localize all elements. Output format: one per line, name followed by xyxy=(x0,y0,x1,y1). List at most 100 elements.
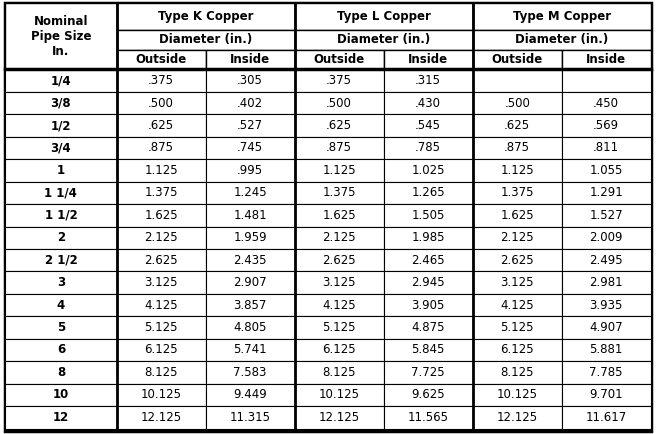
Bar xyxy=(562,92,651,114)
Text: .875: .875 xyxy=(148,141,174,155)
Text: .811: .811 xyxy=(593,141,619,155)
Text: .625: .625 xyxy=(326,119,352,132)
Bar xyxy=(295,249,384,271)
Text: 2.125: 2.125 xyxy=(501,231,534,244)
Text: .315: .315 xyxy=(415,74,441,87)
Text: 4.805: 4.805 xyxy=(234,321,267,334)
Text: 4: 4 xyxy=(57,299,65,312)
Text: 6.125: 6.125 xyxy=(501,343,534,356)
Bar xyxy=(205,384,295,406)
Text: 3: 3 xyxy=(57,276,65,289)
Text: 1 1/2: 1 1/2 xyxy=(45,209,77,222)
Bar xyxy=(384,294,473,316)
Text: 1.125: 1.125 xyxy=(322,164,356,177)
Text: Inside: Inside xyxy=(230,53,270,66)
Text: 6: 6 xyxy=(57,343,65,356)
Bar xyxy=(295,294,384,316)
Text: 7.785: 7.785 xyxy=(590,366,623,379)
Text: Type M Copper: Type M Copper xyxy=(512,10,611,23)
Text: 1.481: 1.481 xyxy=(234,209,267,222)
Text: 11.565: 11.565 xyxy=(407,411,449,424)
Text: 3.125: 3.125 xyxy=(322,276,356,289)
Bar xyxy=(5,204,117,227)
Bar xyxy=(562,339,651,361)
Bar xyxy=(205,339,295,361)
Bar xyxy=(295,92,384,114)
Text: 1.527: 1.527 xyxy=(590,209,623,222)
Text: 4.125: 4.125 xyxy=(144,299,178,312)
Bar xyxy=(117,316,205,339)
Bar xyxy=(295,182,384,204)
Bar xyxy=(5,294,117,316)
Text: 2.125: 2.125 xyxy=(322,231,356,244)
Text: 1.375: 1.375 xyxy=(322,186,356,199)
Bar xyxy=(473,249,562,271)
Bar xyxy=(117,182,205,204)
Bar xyxy=(205,50,295,69)
Text: 5.845: 5.845 xyxy=(411,343,445,356)
Bar xyxy=(5,159,117,182)
Bar xyxy=(5,271,117,294)
Bar xyxy=(473,406,562,428)
Text: 10.125: 10.125 xyxy=(497,388,538,401)
Text: 2 1/2: 2 1/2 xyxy=(45,254,77,267)
Bar xyxy=(205,159,295,182)
Text: Outside: Outside xyxy=(135,53,187,66)
Text: .875: .875 xyxy=(326,141,352,155)
Bar xyxy=(562,114,651,137)
Text: .375: .375 xyxy=(148,74,174,87)
Text: 2.625: 2.625 xyxy=(501,254,534,267)
Bar xyxy=(5,114,117,137)
Bar xyxy=(562,271,651,294)
Bar xyxy=(5,316,117,339)
Text: .430: .430 xyxy=(415,97,441,109)
Text: .527: .527 xyxy=(237,119,263,132)
Bar xyxy=(5,92,117,114)
Text: 1.375: 1.375 xyxy=(501,186,534,199)
Text: 2.981: 2.981 xyxy=(590,276,623,289)
Text: 4.907: 4.907 xyxy=(590,321,623,334)
Text: 5.881: 5.881 xyxy=(590,343,623,356)
Text: 12.125: 12.125 xyxy=(319,411,359,424)
Bar xyxy=(295,204,384,227)
Bar xyxy=(295,316,384,339)
Bar xyxy=(384,159,473,182)
Bar xyxy=(562,406,651,428)
Text: 1.125: 1.125 xyxy=(144,164,178,177)
Text: 1: 1 xyxy=(57,164,65,177)
Text: 7.725: 7.725 xyxy=(411,366,445,379)
Text: 3.125: 3.125 xyxy=(144,276,178,289)
Bar xyxy=(117,361,205,384)
Text: 3.935: 3.935 xyxy=(590,299,623,312)
Bar xyxy=(384,406,473,428)
Text: 7.583: 7.583 xyxy=(234,366,267,379)
Bar xyxy=(117,159,205,182)
Text: 2.625: 2.625 xyxy=(144,254,178,267)
Bar xyxy=(384,50,473,69)
Text: 3/4: 3/4 xyxy=(51,141,72,155)
Text: .500: .500 xyxy=(504,97,530,109)
Bar xyxy=(5,137,117,159)
Bar xyxy=(295,114,384,137)
Text: 2.125: 2.125 xyxy=(144,231,178,244)
Text: Diameter (in.): Diameter (in.) xyxy=(515,33,608,46)
Bar xyxy=(473,227,562,249)
Text: .625: .625 xyxy=(504,119,530,132)
Text: 1/2: 1/2 xyxy=(51,119,71,132)
Bar xyxy=(117,406,205,428)
Bar xyxy=(384,339,473,361)
Text: 4.125: 4.125 xyxy=(501,299,534,312)
Text: 6.125: 6.125 xyxy=(322,343,356,356)
Text: Outside: Outside xyxy=(491,53,543,66)
Text: 12: 12 xyxy=(52,411,69,424)
Bar xyxy=(205,249,295,271)
Bar xyxy=(473,159,562,182)
Bar xyxy=(384,114,473,137)
Bar xyxy=(295,384,384,406)
Bar xyxy=(295,271,384,294)
Bar xyxy=(384,271,473,294)
Text: .500: .500 xyxy=(326,97,352,109)
Text: .995: .995 xyxy=(237,164,263,177)
Bar xyxy=(473,182,562,204)
Text: 1.265: 1.265 xyxy=(411,186,445,199)
